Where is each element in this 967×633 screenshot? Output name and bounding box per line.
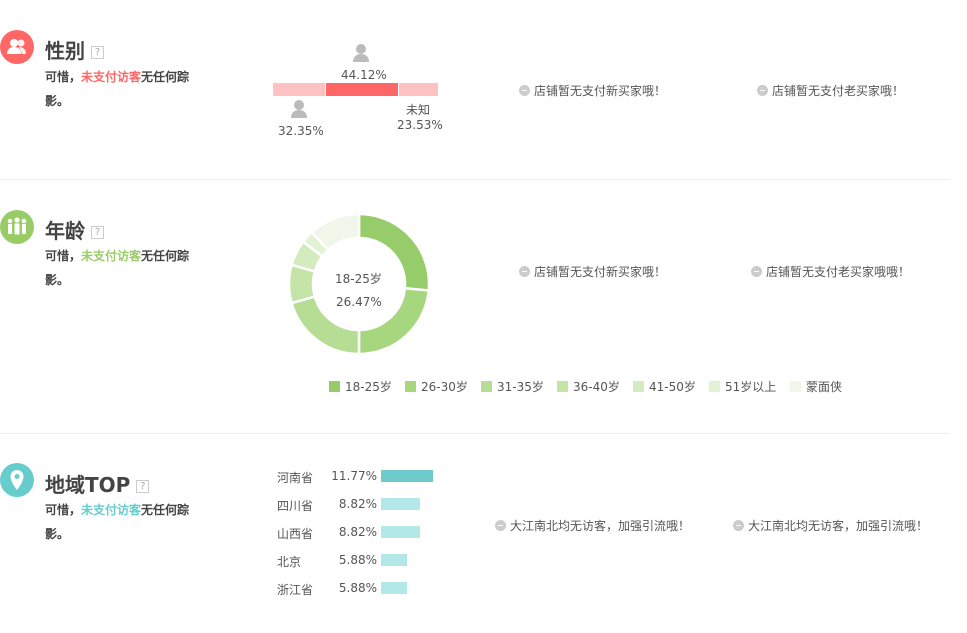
legend-item[interactable]: 31-35岁 [481,378,544,395]
unknown-segment [399,83,438,96]
minus-icon [519,266,530,277]
region-bar [381,470,433,482]
gender-desc: 可惜，未支付访客无任何踪影。 [45,70,190,108]
minus-icon [519,85,530,96]
male-icon [291,100,307,118]
legend-swatch [405,381,416,392]
region-pct: 11.77% [331,469,377,483]
region-title: 地域TOP? [45,469,150,498]
divider [0,433,950,434]
donut-center-label: 18-25岁 [335,272,382,286]
region-name: 河南省 [277,471,314,485]
unknown-label: 未知 [406,103,431,117]
minus-icon [751,266,762,277]
age-donut-chart [287,212,431,356]
notice-new-buyers: 大江南北均无访客，加强引流哦！ [495,517,690,534]
legend-label: 41-50岁 [649,380,696,394]
legend-label: 蒙面侠 [806,380,843,394]
region-name: 山西省 [277,527,314,541]
minus-icon [733,520,744,531]
legend-label: 31-35岁 [497,380,544,394]
age-icon [0,210,34,244]
help-icon[interactable]: ? [91,46,104,59]
legend-item[interactable]: 51岁以上 [709,378,776,395]
female-icon [353,44,369,62]
region-bar [381,526,420,538]
gender-bar [273,83,438,96]
legend-swatch [481,381,492,392]
region-name: 北京 [277,555,302,569]
gender-icon [0,30,34,64]
legend-swatch [790,381,801,392]
donut-slice-6[interactable] [310,212,361,252]
notice-old-buyers: 大江南北均无访客，加强引流哦！ [733,517,928,534]
notice-old-buyers: 店铺暂无支付老买家哦！ [757,82,904,99]
region-desc: 可惜，未支付访客无任何踪影。 [45,503,190,541]
age-desc: 可惜，未支付访客无任何踪影。 [45,249,190,287]
male-segment [273,83,327,96]
legend-swatch [557,381,568,392]
legend-swatch [329,381,340,392]
minus-icon [757,85,768,96]
legend-swatch [633,381,644,392]
region-name: 浙江省 [277,583,314,597]
legend-label: 18-25岁 [345,380,392,394]
legend-item[interactable]: 蒙面侠 [790,378,842,395]
region-bar [381,554,407,566]
female-segment [326,83,400,96]
region-bar [381,582,407,594]
notice-new-buyers: 店铺暂无支付新买家哦！ [519,263,666,280]
female-pct: 44.12% [341,68,387,82]
age-title: 年龄? [45,215,104,244]
region-pct: 5.88% [338,581,377,595]
gender-title: 性别? [45,35,104,64]
legend-label: 26-30岁 [421,380,468,394]
legend-item[interactable]: 26-30岁 [405,378,468,395]
region-bar [381,498,420,510]
legend-swatch [709,381,720,392]
region-pct: 5.88% [338,553,377,567]
legend-item[interactable]: 36-40岁 [557,378,620,395]
notice-old-buyers: 店铺暂无支付老买家哦哦！ [751,263,910,280]
minus-icon [495,520,506,531]
legend-label: 36-40岁 [573,380,620,394]
region-name: 四川省 [277,499,314,513]
legend-item[interactable]: 41-50岁 [633,378,696,395]
notice-new-buyers: 店铺暂无支付新买家哦！ [519,82,666,99]
male-pct: 32.35% [278,124,324,138]
help-icon[interactable]: ? [136,480,150,493]
unknown-pct: 23.53% [397,118,443,132]
divider [0,179,950,180]
location-pin-icon [0,463,34,497]
legend-item[interactable]: 18-25岁 [329,378,392,395]
legend-label: 51岁以上 [725,380,777,394]
help-icon[interactable]: ? [91,226,104,239]
region-pct: 8.82% [338,497,377,511]
region-pct: 8.82% [338,525,377,539]
donut-center-pct: 26.47% [336,295,382,309]
